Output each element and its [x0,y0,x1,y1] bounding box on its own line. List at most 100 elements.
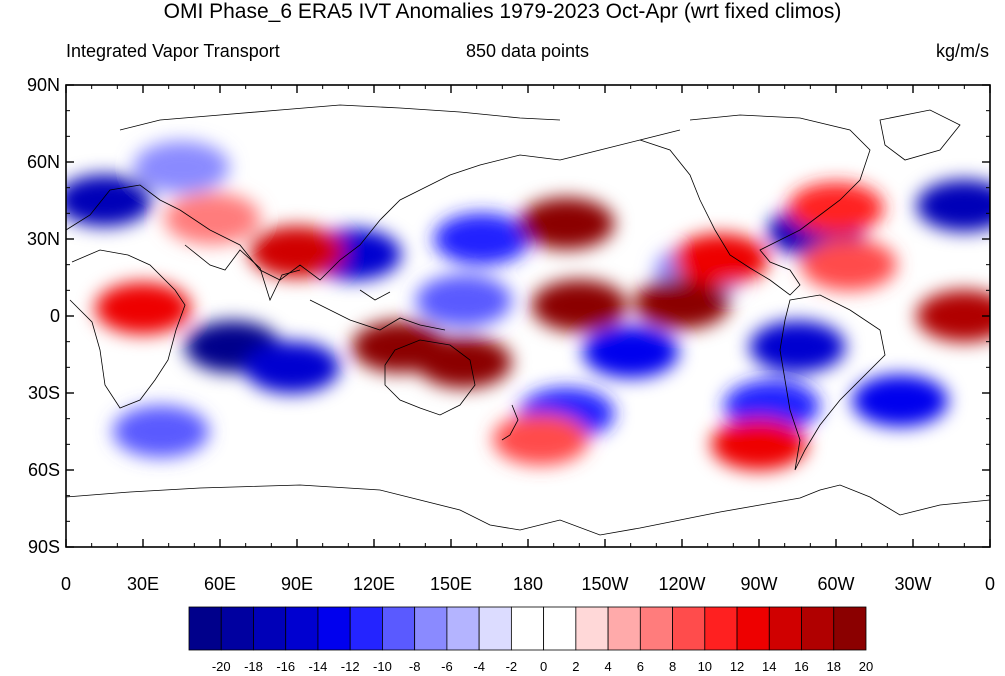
greenland-coast [879,109,961,161]
anomaly-cell [531,279,628,332]
colorbar-swatch [414,606,448,651]
colorbar-swatch [349,606,383,651]
anomaly-cell [788,182,884,235]
colorbar-swatch [801,606,835,651]
colorbar-swatch [188,606,222,651]
lon-label: 120E [353,574,395,594]
colorbar-swatch [543,606,577,651]
lat-label: 90S [28,537,60,557]
colorbar-swatch [253,606,287,651]
anomaly-cell [133,141,230,194]
lon-label: 60E [204,574,236,594]
colorbar-label: -2 [506,659,518,674]
colorbar-label: -8 [409,659,421,674]
anomaly-cell [711,418,807,471]
colorbar-label: 6 [637,659,644,674]
colorbar-swatch [607,606,641,651]
colorbar-swatch [478,606,512,651]
anomaly-cell [243,341,340,394]
anomaly-cell [415,274,512,327]
colorbar-swatch [672,606,706,651]
data-points-label: 850 data points [465,41,590,61]
anomaly-cell [518,197,615,250]
colorbar-swatch [220,606,254,651]
australia-coast [384,339,476,416]
anomaly-cell [749,320,846,373]
lat-label: 90N [27,75,60,95]
anomaly-cell [582,325,679,378]
anomaly-cell [415,336,512,389]
lon-label: 30W [894,574,931,594]
anomaly-cell [723,379,820,432]
colorbar-swatch [736,606,770,651]
anomaly-cell [852,374,949,427]
lon-label: 0 [985,574,995,594]
colorbar-label: 18 [827,659,841,674]
south-america-coast [779,294,886,471]
anomaly-cell [492,413,589,466]
colorbar-label: 16 [794,659,808,674]
antarctica-coast [66,484,990,536]
colorbar-label: 14 [762,659,776,674]
colorbar-swatch [833,606,867,651]
colorbar-label: -10 [373,659,392,674]
colorbar-label: -6 [441,659,453,674]
lon-label: 150W [581,574,628,594]
units-label: kg/m/s [935,41,989,61]
colorbar-label: 4 [604,659,611,674]
anomaly-cell [95,282,191,335]
colorbar-label: -12 [341,659,360,674]
anomaly-cell [433,213,530,265]
lat-label: 60N [27,152,60,172]
colorbar-label: 10 [698,659,712,674]
lat-label: 30S [28,383,60,403]
lon-label: 30E [127,574,159,594]
lon-label: 60W [817,574,854,594]
anomaly-cell [916,179,990,232]
colorbar-swatch [446,606,480,651]
lon-label: 90E [281,574,313,594]
lat-label: 30N [27,229,60,249]
lon-label: 0 [61,574,71,594]
colorbar-swatch [768,606,802,651]
anomaly-cell [66,174,153,227]
eurasia-coast [66,104,681,281]
africa-coast [69,249,186,409]
colorbar-swatch [575,606,609,651]
colorbar-swatch [639,606,673,651]
colorbar-label: 2 [572,659,579,674]
new-zealand-coast [501,404,519,441]
north-america-coast [639,114,871,296]
colorbar-label: -14 [309,659,328,674]
colorbar-label: -16 [276,659,295,674]
variable-label: Integrated Vapor Transport [66,41,280,61]
chart-title: OMI Phase_6 ERA5 IVT Anomalies 1979-2023… [163,0,842,23]
coastlines [66,104,990,536]
colorbar-label: -20 [212,659,231,674]
colorbar-label: -18 [244,659,263,674]
colorbar-swatch [382,606,416,651]
anomaly-cell [249,225,345,278]
colorbar-label: 12 [730,659,744,674]
anomaly-cell [164,192,261,245]
anomaly-cell [634,277,730,330]
colorbar-label: 20 [859,659,873,674]
arabia-india-coast [184,244,301,302]
anomaly-cell [916,290,990,342]
anomaly-cell [112,405,209,458]
lon-label: 180 [513,574,543,594]
colorbar-label: 8 [669,659,676,674]
anomaly-cell [672,233,769,286]
lon-label: 90W [740,574,777,594]
lat-label: 60S [28,460,60,480]
lon-label: 150E [430,574,472,594]
lat-label: 0 [50,306,60,326]
colorbar-swatch [510,606,545,651]
colorbar: -20 -18 -16 -14 -12 -10 -8 -6 -4 -2 0 2 4 6 8 10 12 14 16 1… [188,606,873,674]
lon-label: 120W [658,574,705,594]
colorbar-swatch [317,606,351,651]
colorbar-label: -4 [473,659,485,674]
maritime-continent-coast [309,289,446,331]
